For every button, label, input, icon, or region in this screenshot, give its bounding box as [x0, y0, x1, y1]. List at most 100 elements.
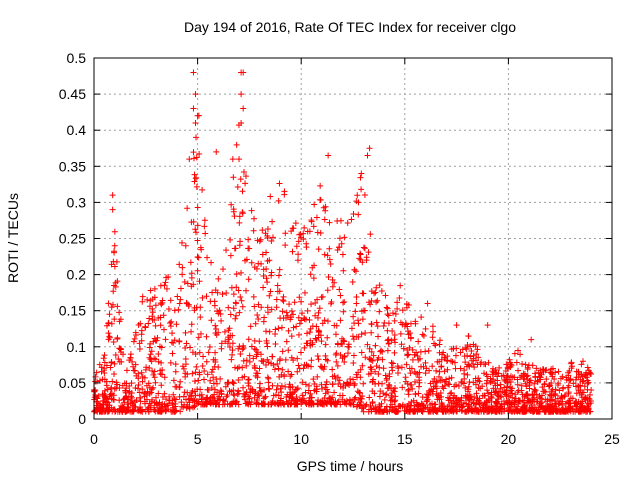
data-point: [561, 393, 568, 400]
data-point: [135, 322, 142, 329]
data-point: [354, 192, 361, 199]
data-point: [341, 398, 348, 405]
data-point: [351, 382, 358, 389]
data-point: [276, 266, 283, 273]
data-point: [242, 257, 249, 264]
data-point: [243, 362, 250, 369]
data-point: [358, 349, 365, 356]
data-point: [109, 192, 116, 199]
data-point: [488, 394, 495, 401]
data-point: [526, 385, 533, 392]
data-point: [359, 362, 366, 369]
data-point: [426, 406, 433, 413]
data-point: [349, 333, 356, 340]
data-point: [295, 362, 302, 369]
data-point: [228, 356, 235, 363]
data-point: [366, 145, 373, 152]
data-point: [353, 300, 360, 307]
data-point: [293, 243, 300, 250]
data-point: [349, 279, 356, 286]
data-point: [471, 364, 478, 371]
data-point: [240, 345, 247, 352]
data-point: [309, 323, 316, 330]
data-point: [391, 332, 398, 338]
data-point: [486, 408, 493, 415]
data-point: [203, 358, 210, 365]
data-point: [329, 283, 336, 290]
data-point: [404, 402, 411, 409]
data-point: [245, 236, 252, 243]
data-point: [111, 370, 118, 377]
data-point: [379, 356, 386, 363]
data-point: [184, 205, 191, 212]
data-point: [513, 359, 520, 366]
data-point: [405, 331, 412, 338]
data-point: [279, 296, 286, 303]
data-point: [424, 397, 431, 404]
data-point: [384, 327, 391, 334]
data-point: [376, 393, 383, 400]
data-point: [458, 403, 465, 410]
data-point: [111, 282, 118, 289]
data-point: [584, 400, 591, 407]
data-point: [170, 391, 177, 398]
data-point: [119, 405, 126, 412]
data-point: [278, 389, 285, 396]
data-point: [111, 263, 118, 270]
data-point: [187, 259, 194, 266]
data-point: [335, 244, 342, 251]
data-point: [264, 343, 271, 350]
data-point: [368, 297, 375, 304]
data-point: [240, 384, 247, 391]
data-point: [285, 327, 292, 334]
data-point: [511, 408, 518, 415]
data-point: [260, 273, 267, 280]
data-point: [311, 201, 318, 208]
data-point: [167, 359, 174, 366]
data-point: [246, 352, 253, 359]
data-point: [582, 396, 589, 403]
data-point: [332, 331, 339, 338]
data-point: [408, 399, 415, 406]
data-point: [256, 380, 263, 387]
data-point: [450, 398, 457, 405]
data-point: [350, 313, 357, 320]
data-point: [586, 369, 593, 376]
data-point: [275, 325, 282, 332]
data-point: [587, 391, 594, 398]
data-point: [541, 380, 548, 387]
y-tick-label: 0.5: [67, 50, 87, 66]
data-point: [111, 360, 118, 367]
data-point: [136, 345, 143, 352]
data-point: [403, 304, 410, 311]
data-point: [125, 396, 132, 403]
data-point: [246, 245, 253, 252]
data-point: [572, 383, 579, 390]
data-point: [199, 363, 206, 370]
data-point: [300, 395, 307, 402]
data-point: [307, 337, 314, 344]
data-point: [171, 307, 178, 314]
data-point: [337, 392, 344, 399]
data-point: [334, 217, 341, 224]
data-point: [296, 396, 303, 403]
data-point: [565, 369, 572, 376]
data-point: [151, 404, 158, 411]
data-point: [205, 386, 212, 393]
data-point: [559, 394, 566, 401]
data-point: [267, 193, 274, 200]
data-point: [376, 308, 383, 315]
data-point: [310, 376, 317, 383]
data-point: [210, 374, 217, 381]
y-tick-label: 0.15: [59, 303, 86, 319]
data-point: [123, 367, 130, 374]
data-point: [133, 397, 140, 404]
data-point: [314, 401, 321, 408]
data-point: [313, 214, 320, 221]
data-point: [263, 337, 270, 344]
data-point: [545, 383, 552, 390]
data-point: [470, 399, 477, 406]
data-point: [569, 395, 576, 402]
data-point: [236, 364, 243, 371]
data-point: [193, 183, 200, 190]
